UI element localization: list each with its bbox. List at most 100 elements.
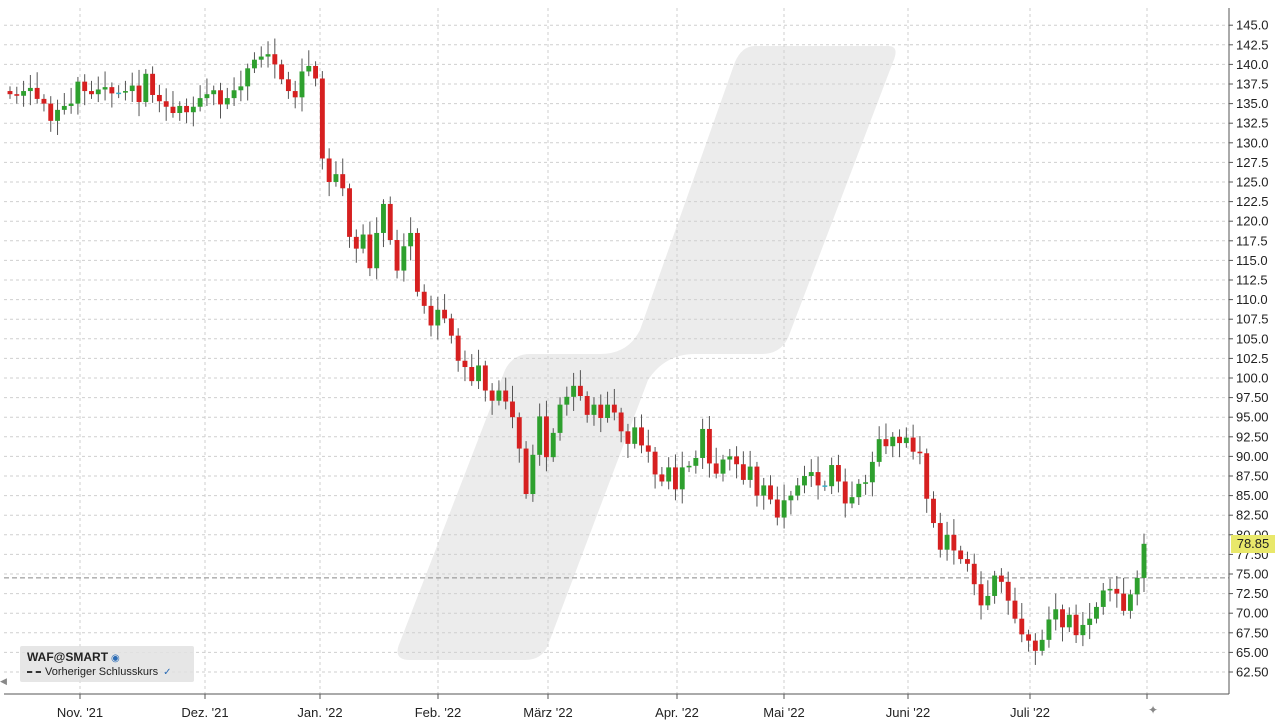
candle[interactable] — [639, 414, 644, 454]
candle[interactable] — [1039, 629, 1045, 656]
candle[interactable] — [659, 466, 665, 487]
candle[interactable] — [306, 50, 312, 77]
candle[interactable] — [768, 475, 773, 505]
candle[interactable] — [1127, 589, 1133, 619]
candle[interactable] — [564, 386, 570, 416]
candle[interactable] — [510, 385, 515, 429]
candle[interactable] — [7, 86, 13, 99]
candle[interactable] — [496, 380, 502, 406]
candle[interactable] — [869, 451, 875, 497]
candles[interactable] — [7, 38, 1147, 665]
candle[interactable] — [252, 52, 257, 74]
candle[interactable] — [381, 199, 386, 248]
candle[interactable] — [184, 98, 189, 124]
candle[interactable] — [116, 85, 122, 99]
candle[interactable] — [774, 486, 780, 526]
candle[interactable] — [591, 397, 597, 426]
globe-icon[interactable]: ◉ — [111, 653, 120, 664]
candle[interactable] — [163, 88, 169, 121]
candle[interactable] — [917, 436, 923, 465]
candle[interactable] — [238, 70, 244, 102]
candle[interactable] — [998, 568, 1004, 593]
candle[interactable] — [822, 480, 828, 491]
candle[interactable] — [258, 46, 264, 68]
candle[interactable] — [299, 58, 305, 112]
candle[interactable] — [109, 82, 115, 108]
candle[interactable] — [876, 426, 882, 467]
candle[interactable] — [34, 72, 40, 104]
candle[interactable] — [353, 229, 359, 263]
candle[interactable] — [543, 400, 549, 472]
checkmark-icon[interactable]: ✓ — [163, 667, 172, 678]
candle[interactable] — [971, 553, 977, 596]
candle[interactable] — [401, 233, 407, 282]
candle[interactable] — [652, 446, 658, 489]
candle[interactable] — [374, 217, 380, 280]
candle[interactable] — [279, 59, 285, 84]
left-arrow-icon[interactable]: ◀ — [0, 676, 7, 686]
candle[interactable] — [944, 521, 950, 561]
candle[interactable] — [224, 87, 230, 110]
candle[interactable] — [95, 76, 101, 103]
candle[interactable] — [122, 80, 128, 101]
candle[interactable] — [666, 457, 672, 490]
candle[interactable] — [231, 77, 237, 106]
candle[interactable] — [170, 91, 176, 118]
candle[interactable] — [387, 196, 393, 245]
candle[interactable] — [700, 418, 706, 469]
candle[interactable] — [482, 360, 488, 402]
candle[interactable] — [1094, 602, 1099, 624]
candle[interactable] — [835, 454, 841, 493]
candle[interactable] — [815, 456, 821, 500]
candle[interactable] — [516, 412, 522, 463]
candle[interactable] — [272, 38, 278, 79]
candle[interactable] — [537, 403, 543, 466]
candle[interactable] — [82, 74, 88, 106]
candle[interactable] — [428, 295, 434, 337]
candle[interactable] — [489, 383, 495, 415]
candle[interactable] — [408, 217, 414, 261]
candle[interactable] — [360, 224, 366, 254]
candle[interactable] — [1053, 593, 1059, 631]
candle[interactable] — [1107, 578, 1113, 602]
candle[interactable] — [523, 441, 529, 499]
candle[interactable] — [706, 416, 712, 478]
candle[interactable] — [197, 85, 203, 112]
candle[interactable] — [557, 397, 563, 441]
candle[interactable] — [829, 457, 835, 495]
candle[interactable] — [1141, 533, 1147, 593]
candle[interactable] — [448, 313, 454, 344]
candle[interactable] — [951, 519, 957, 565]
candle[interactable] — [61, 93, 67, 115]
candle[interactable] — [903, 427, 909, 448]
candle[interactable] — [394, 229, 400, 279]
candle[interactable] — [1134, 570, 1140, 606]
candle[interactable] — [319, 71, 325, 170]
candle[interactable] — [469, 354, 475, 386]
candle[interactable] — [883, 423, 889, 455]
candle[interactable] — [890, 432, 896, 458]
candle[interactable] — [747, 450, 753, 488]
candle[interactable] — [21, 80, 27, 107]
candle[interactable] — [1005, 571, 1011, 615]
candle[interactable] — [802, 465, 807, 494]
candle[interactable] — [897, 429, 902, 458]
candle[interactable] — [503, 377, 509, 410]
candle[interactable] — [605, 391, 611, 423]
candle[interactable] — [340, 158, 346, 197]
candle[interactable] — [985, 580, 991, 611]
candle[interactable] — [924, 448, 930, 513]
candle[interactable] — [421, 284, 427, 314]
candle[interactable] — [849, 481, 855, 509]
candle[interactable] — [931, 491, 936, 528]
candle[interactable] — [577, 370, 583, 401]
candle[interactable] — [204, 78, 210, 106]
candle[interactable] — [1073, 604, 1079, 643]
candle[interactable] — [285, 71, 291, 99]
candle[interactable] — [1080, 612, 1086, 647]
candle[interactable] — [910, 424, 916, 460]
candle[interactable] — [937, 512, 943, 558]
candle[interactable] — [965, 551, 970, 572]
candle[interactable] — [455, 328, 461, 372]
candle[interactable] — [156, 84, 162, 113]
